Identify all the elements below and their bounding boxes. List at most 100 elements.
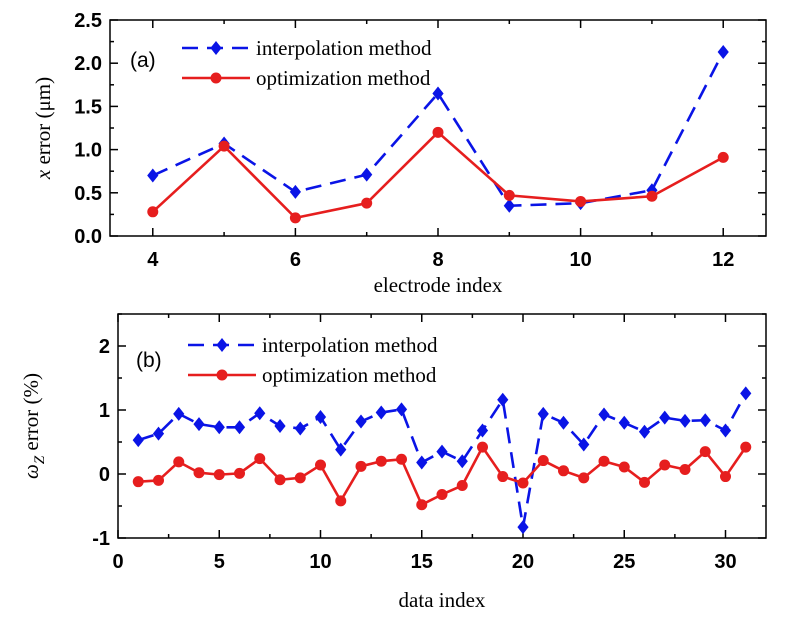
- interpolation-data-point: [193, 417, 205, 432]
- y-axis-title-variable: ω: [19, 464, 43, 479]
- y-tick-label: -1: [92, 528, 110, 550]
- x-tick-label: 30: [714, 551, 736, 573]
- interpolation-data-point: [476, 423, 489, 438]
- interpolation-series-line: [152, 51, 725, 208]
- optimization-data-point: [717, 151, 729, 163]
- optimization-data-point: [618, 461, 630, 473]
- interpolation-data-point: [618, 415, 630, 430]
- interpolation-data-point: [294, 421, 306, 436]
- optimization-data-point: [659, 459, 671, 471]
- legend-label: optimization method: [256, 66, 431, 90]
- optimization-data-point: [497, 471, 509, 483]
- optimization-data-point: [213, 469, 225, 481]
- plot-frame: [117, 313, 767, 539]
- x-tick-label: 20: [512, 551, 534, 573]
- x-axis-title: electrode index: [374, 273, 503, 297]
- optimization-data-point: [740, 441, 752, 453]
- interpolation-data-point: [456, 454, 468, 469]
- y-tick-label: 2.5: [74, 10, 102, 32]
- y-axis-title: ωZ error (%): [19, 373, 48, 479]
- x-tick-label: 10: [569, 249, 591, 271]
- interpolation-data-point: [432, 86, 444, 101]
- optimization-data-point: [218, 140, 230, 152]
- optimization-data-point: [132, 476, 144, 488]
- interpolation-data-point: [213, 420, 225, 435]
- interpolation-data-point: [497, 392, 509, 407]
- optimization-data-point: [355, 460, 367, 472]
- y-axis-title-rest: error (%): [19, 373, 43, 456]
- optimization-data-point: [375, 455, 387, 467]
- interpolation-data-point: [361, 167, 373, 182]
- interpolation-data-point: [289, 184, 301, 199]
- y-axis-title-variable: x: [31, 169, 55, 180]
- optimization-data-point: [416, 499, 428, 511]
- y-axis-title-subscript: Z: [32, 455, 48, 464]
- optimization-data-point: [699, 446, 711, 458]
- interpolation-data-point: [557, 415, 570, 430]
- interpolation-data-point: [335, 442, 347, 457]
- optimization-data-point: [679, 464, 691, 476]
- interpolation-data-point: [638, 424, 651, 439]
- interpolation-data-point: [254, 406, 266, 421]
- optimization-data-point: [432, 126, 444, 138]
- optimization-data-point: [598, 455, 610, 467]
- optimization-data-point: [558, 465, 569, 477]
- x-tick-label: 25: [613, 551, 635, 573]
- interpolation-data-point: [355, 414, 367, 429]
- optimization-series-line: [151, 131, 724, 220]
- interpolation-data-point: [517, 520, 529, 535]
- x-axis-title: data index: [399, 588, 486, 612]
- optimization-data-point: [193, 467, 205, 479]
- y-tick-label: 1.0: [74, 140, 102, 162]
- interpolation-data-point: [436, 444, 448, 459]
- legend: interpolation method optimization method: [182, 36, 432, 90]
- optimization-data-point: [361, 197, 373, 209]
- interpolation-data-point: [152, 426, 165, 441]
- optimization-data-point: [639, 476, 650, 488]
- interpolation-series-line: [137, 392, 747, 529]
- optimization-data-point: [294, 472, 306, 484]
- panel-label: (b): [136, 349, 162, 372]
- interpolation-data-point: [598, 407, 610, 422]
- optimization-data-point: [254, 453, 266, 465]
- x-tick-label: 0: [112, 551, 123, 573]
- legend-label: interpolation method: [262, 333, 438, 357]
- optimization-data-point: [274, 474, 286, 486]
- y-tick-label: 0: [99, 464, 110, 486]
- y-tick-label: 1: [99, 400, 110, 422]
- legend-label: optimization method: [262, 363, 437, 387]
- interpolation-data-point: [395, 402, 408, 417]
- optimization-data-point: [456, 480, 468, 492]
- interpolation-data-point: [740, 386, 752, 401]
- legend-marker: [216, 338, 228, 352]
- interpolation-data-point: [659, 410, 671, 425]
- panel-label: (a): [130, 49, 156, 72]
- x-tick-label: 4: [147, 249, 159, 271]
- legend-label: interpolation method: [256, 36, 432, 60]
- legend-marker: [210, 72, 222, 84]
- legend: interpolation method optimization method: [188, 333, 438, 387]
- x-tick-label: 8: [432, 249, 443, 271]
- interpolation-data-point: [375, 405, 387, 420]
- optimization-data-point: [335, 495, 347, 507]
- interpolation-data-point: [537, 406, 549, 421]
- interpolation-data-point: [314, 410, 327, 425]
- optimization-data-point: [315, 459, 326, 471]
- optimization-data-point: [503, 189, 515, 201]
- interpolation-data-point: [719, 423, 732, 438]
- optimization-data-point: [646, 190, 658, 202]
- interpolation-data-point: [699, 413, 711, 428]
- optimization-data-point: [289, 212, 301, 224]
- y-tick-label: 2: [99, 336, 110, 358]
- interpolation-data-point: [147, 168, 159, 183]
- x-tick-label: 10: [309, 551, 331, 573]
- interpolation-data-point: [578, 437, 590, 452]
- y-axis-title-rest: error (μm): [31, 77, 55, 170]
- optimization-data-point: [537, 455, 549, 467]
- y-tick-label: 0.0: [74, 226, 102, 248]
- x-tick-label: 15: [411, 551, 433, 573]
- interpolation-data-point: [416, 455, 428, 470]
- optimization-data-point: [153, 474, 164, 486]
